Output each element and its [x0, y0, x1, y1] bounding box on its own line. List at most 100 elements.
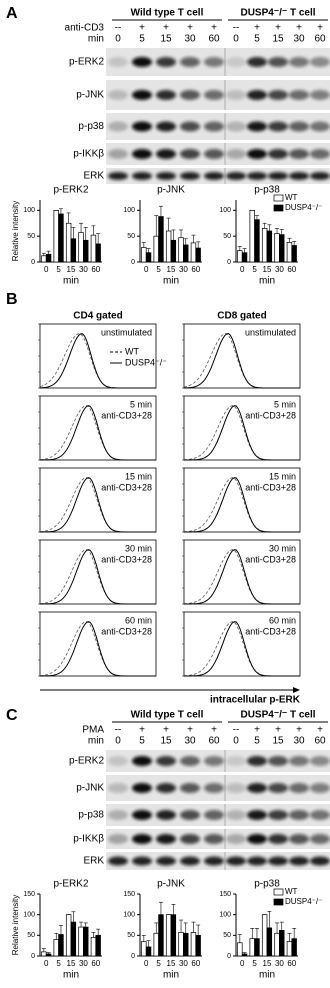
- lane-time: 0: [115, 736, 121, 747]
- bar: [242, 954, 247, 956]
- blot-band: [226, 857, 246, 866]
- lane-time: 0: [233, 34, 239, 45]
- blot-band: [156, 810, 176, 820]
- x-axis-label: min: [259, 970, 275, 981]
- lane-time: 5: [139, 736, 145, 747]
- blot-band: [132, 149, 152, 159]
- y-tick-label: 0: [131, 953, 135, 960]
- group-header: DUSP4⁻/⁻ T cell: [240, 8, 315, 19]
- blot-band: [247, 90, 267, 100]
- y-tick-label: 50: [223, 233, 231, 240]
- blot-band: [204, 90, 224, 100]
- legend-label: DUSP4⁻/⁻: [125, 357, 167, 367]
- bar: [267, 231, 272, 262]
- y-tick-label: 100: [23, 207, 35, 214]
- blot-band: [247, 122, 267, 132]
- blot-band: [226, 122, 246, 132]
- panel-label: A: [6, 5, 18, 22]
- chart-title: p-ERK2: [53, 879, 88, 890]
- bar: [141, 942, 146, 956]
- bar: [66, 223, 71, 262]
- x-tick-label: 15: [263, 265, 272, 274]
- x-tick-label: 60: [91, 959, 100, 968]
- bar: [262, 228, 267, 262]
- legend-label: WT: [285, 193, 298, 202]
- bar: [250, 939, 255, 956]
- x-tick-label: 60: [287, 959, 296, 968]
- blot-band: [156, 756, 176, 766]
- x-axis-label: min: [163, 970, 179, 981]
- bar: [154, 933, 159, 956]
- blot-band: [108, 834, 128, 844]
- blot-band: [108, 149, 128, 159]
- x-tick-label: 0: [240, 265, 245, 274]
- bar: [71, 239, 76, 262]
- condition-label: anti-CD3+28: [245, 626, 296, 636]
- y-tick-label: 100: [23, 912, 35, 919]
- blot-band: [180, 90, 200, 100]
- blot-band: [180, 783, 200, 793]
- blot-band: [268, 834, 288, 844]
- lane-time: 30: [184, 34, 196, 45]
- bar: [179, 932, 184, 956]
- blot-band: [289, 172, 309, 180]
- blot-band: [156, 122, 176, 132]
- x-tick-label: 5: [56, 265, 61, 274]
- lane-time: 0: [233, 736, 239, 747]
- condition-label: anti-CD3+28: [101, 626, 152, 636]
- bar: [46, 254, 51, 262]
- chart-title: p-p38: [254, 879, 280, 890]
- bar: [183, 933, 188, 956]
- blot-band: [268, 172, 288, 180]
- blot-band: [156, 834, 176, 844]
- blot-band: [108, 810, 128, 820]
- lane-sign: +: [275, 725, 281, 736]
- blot-band: [310, 149, 330, 159]
- bar: [191, 243, 196, 262]
- bar: [41, 952, 46, 956]
- blot-band: [132, 122, 152, 132]
- blot-band: [204, 172, 224, 180]
- blot-band: [289, 857, 309, 866]
- blot-band: [108, 172, 128, 180]
- x-tick-label: 30: [79, 265, 88, 274]
- bar: [54, 939, 59, 956]
- blot-band: [310, 810, 330, 820]
- condition-label: 15 min: [125, 471, 152, 481]
- blot-band: [247, 149, 267, 159]
- bar: [79, 927, 84, 956]
- x-tick-label: 15: [67, 959, 76, 968]
- blot-band: [289, 90, 309, 100]
- x-tick-label: 5: [252, 959, 257, 968]
- lane-sign: +: [211, 725, 217, 736]
- bar: [179, 238, 184, 262]
- bar: [59, 935, 64, 956]
- bar: [183, 245, 188, 262]
- bar: [146, 947, 151, 956]
- lane-sign: --: [233, 23, 240, 34]
- blot-band: [180, 122, 200, 132]
- bar: [154, 236, 159, 262]
- bar: [262, 915, 267, 956]
- blot-band: [247, 756, 267, 766]
- lane-time: 60: [314, 736, 326, 747]
- blot-band: [156, 783, 176, 793]
- blot-band: [268, 90, 288, 100]
- bar: [237, 943, 242, 956]
- x-tick-label: 5: [156, 959, 161, 968]
- time-label: min: [88, 736, 104, 747]
- x-tick-label: 60: [191, 265, 200, 274]
- blot-band: [268, 810, 288, 820]
- y-tick-label: 150: [123, 891, 135, 898]
- blot-band: [180, 857, 200, 866]
- bar: [275, 234, 280, 262]
- bar: [91, 937, 96, 956]
- blot-band: [180, 756, 200, 766]
- blot-label: p-p38: [78, 121, 104, 132]
- bar: [196, 248, 201, 262]
- blot-band: [310, 783, 330, 793]
- histogram-wt: [184, 334, 300, 388]
- lane-time: 30: [293, 34, 305, 45]
- bar: [96, 935, 101, 956]
- blot-band: [289, 810, 309, 820]
